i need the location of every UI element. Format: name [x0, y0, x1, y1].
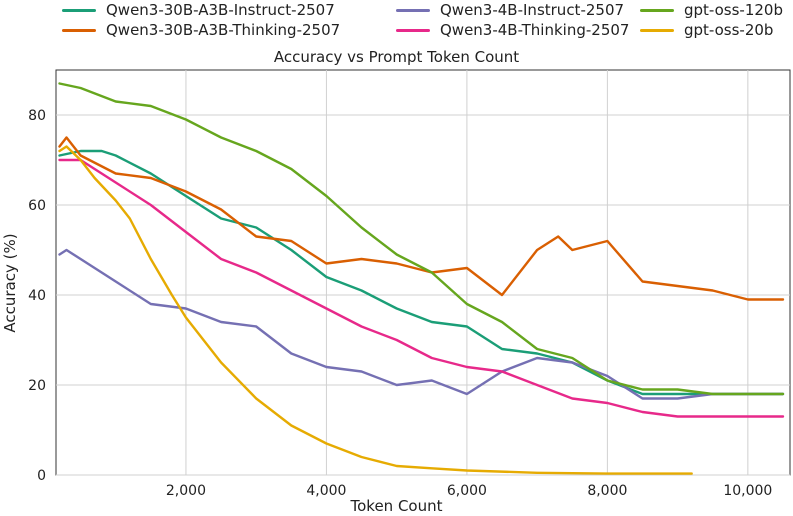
- legend-swatch: [396, 8, 430, 12]
- legend: Qwen3-30B-A3B-Instruct-2507 Qwen3-30B-A3B…: [0, 0, 793, 46]
- legend-swatch: [640, 28, 674, 32]
- x-axis-ticks: 2,000 4,000 6,000 8,000 10,000: [166, 483, 772, 499]
- series-line-qwen3-4b-instruct-2507: [58, 248, 785, 400]
- legend-label: Qwen3-30B-A3B-Thinking-2507: [106, 21, 341, 39]
- series-lines: [58, 82, 785, 475]
- legend-label: Qwen3-4B-Instruct-2507: [440, 1, 625, 19]
- y-tick-label: 60: [28, 198, 46, 214]
- legend-item: Qwen3-4B-Instruct-2507: [396, 0, 624, 21]
- y-tick-label: 40: [28, 288, 46, 304]
- x-tick-label: 10,000: [723, 483, 772, 499]
- legend-item: gpt-oss-20b: [640, 19, 773, 41]
- legend-item: gpt-oss-120b: [640, 0, 783, 21]
- series-line-qwen3-30b-a3b-instruct-2507: [58, 149, 785, 396]
- x-tick-label: 4,000: [306, 483, 346, 499]
- y-tick-label: 0: [37, 468, 46, 484]
- y-axis-ticks: 0 20 40 60 80: [28, 108, 46, 484]
- plot-area: [55, 69, 791, 476]
- legend-swatch: [640, 8, 674, 12]
- legend-label: Qwen3-4B-Thinking-2507: [440, 21, 630, 39]
- x-tick-label: 6,000: [447, 483, 487, 499]
- grid-lines: [56, 70, 790, 476]
- y-axis-label: Accuracy (%): [1, 233, 19, 333]
- x-tick-label: 8,000: [587, 483, 627, 499]
- chart-title: Accuracy vs Prompt Token Count: [273, 48, 520, 66]
- y-tick-label: 20: [28, 378, 46, 394]
- x-axis-label: Token Count: [350, 497, 443, 515]
- series-line-gpt-oss-120b: [58, 82, 785, 396]
- y-tick-label: 80: [28, 108, 46, 124]
- legend-label: Qwen3-30B-A3B-Instruct-2507: [106, 1, 335, 19]
- x-tick-label: 2,000: [166, 483, 206, 499]
- legend-label: gpt-oss-120b: [684, 1, 783, 19]
- series-line-qwen3-4b-thinking-2507: [58, 158, 785, 418]
- legend-swatch: [62, 28, 96, 32]
- legend-swatch: [62, 8, 96, 12]
- legend-item: Qwen3-30B-A3B-Thinking-2507: [62, 19, 340, 41]
- legend-swatch: [396, 28, 430, 32]
- legend-item: Qwen3-30B-A3B-Instruct-2507: [62, 0, 335, 21]
- series-line-gpt-oss-20b: [58, 145, 693, 475]
- series-line-qwen3-30b-a3b-thinking-2507: [58, 136, 785, 301]
- legend-label: gpt-oss-20b: [684, 21, 774, 39]
- legend-item: Qwen3-4B-Thinking-2507: [396, 19, 629, 41]
